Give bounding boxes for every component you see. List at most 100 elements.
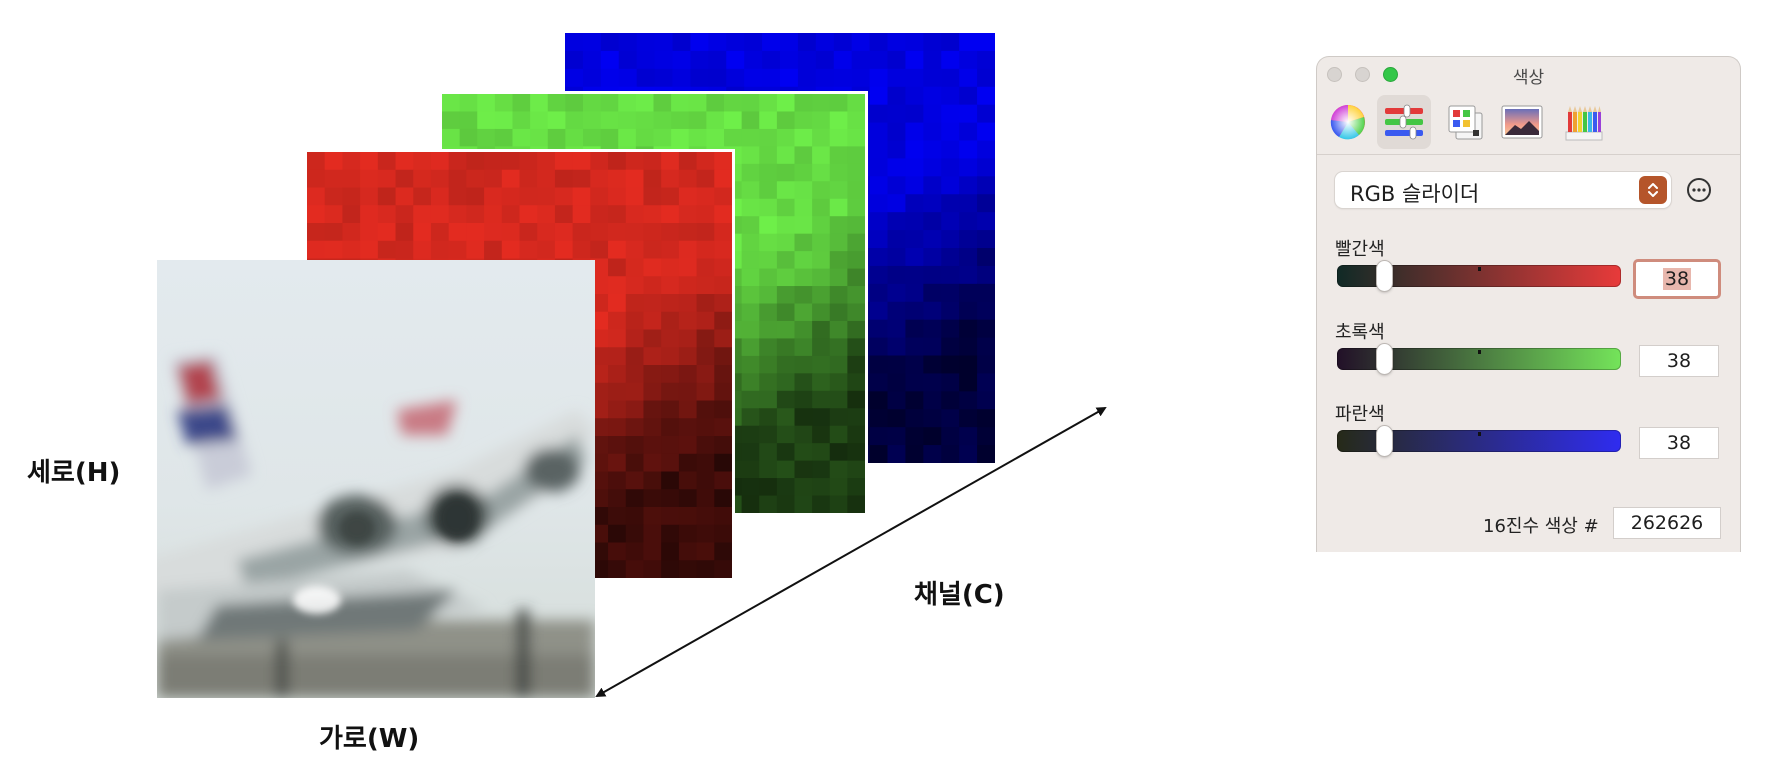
red-slider-knob[interactable] bbox=[1377, 261, 1392, 291]
pixel-cell bbox=[959, 176, 978, 195]
pixel-cell bbox=[625, 329, 645, 348]
pixel-cell bbox=[869, 265, 889, 285]
pixel-cell bbox=[714, 187, 732, 206]
pixel-cell bbox=[887, 68, 907, 88]
pixel-cell bbox=[413, 240, 432, 260]
channel-axis-label: 채널(C) bbox=[914, 580, 1005, 610]
pixel-cell bbox=[744, 33, 763, 52]
pixel-cell bbox=[635, 94, 655, 113]
blue-value-field[interactable]: 38 bbox=[1639, 427, 1719, 459]
red-slider-track[interactable] bbox=[1337, 261, 1621, 291]
pixel-cell bbox=[776, 146, 796, 165]
pixel-cell bbox=[905, 122, 924, 142]
pixel-cell bbox=[741, 286, 760, 305]
pixel-cell bbox=[643, 311, 662, 331]
pixel-cell bbox=[547, 111, 566, 130]
pixel-cell bbox=[776, 303, 796, 322]
pixel-cell bbox=[583, 111, 602, 130]
close-button[interactable] bbox=[1327, 67, 1342, 82]
pixel-cell bbox=[572, 187, 591, 206]
pixel-cell bbox=[608, 311, 627, 331]
pixel-cell bbox=[829, 146, 848, 165]
pixel-cell bbox=[377, 240, 397, 260]
pixel-cell bbox=[608, 205, 627, 224]
pixel-cell bbox=[869, 319, 889, 339]
pixel-cell bbox=[688, 111, 707, 130]
pixel-cell bbox=[759, 181, 778, 200]
color-sliders-tab[interactable] bbox=[1377, 95, 1431, 149]
pixel-cell bbox=[851, 68, 871, 88]
pixel-cell bbox=[847, 286, 865, 305]
pixel-cell bbox=[741, 163, 760, 182]
pixel-cell bbox=[812, 146, 831, 165]
pixel-cell bbox=[494, 94, 514, 113]
color-wheel-tab[interactable] bbox=[1321, 95, 1375, 149]
pixel-cell bbox=[708, 68, 727, 88]
pixel-cell bbox=[923, 337, 942, 357]
blue-slider-knob[interactable] bbox=[1377, 426, 1392, 456]
pixel-cell bbox=[812, 233, 831, 252]
pixel-cell bbox=[643, 258, 662, 277]
more-options-button[interactable] bbox=[1687, 178, 1711, 202]
pixel-cell bbox=[413, 205, 432, 224]
pixel-cell bbox=[923, 391, 942, 410]
pixel-cell bbox=[625, 240, 645, 260]
pixel-cell bbox=[636, 33, 656, 52]
green-slider-track[interactable] bbox=[1337, 344, 1621, 374]
hex-color-field[interactable]: 262626 bbox=[1613, 507, 1721, 539]
pixel-cell bbox=[448, 240, 467, 260]
pixel-cell bbox=[696, 329, 715, 348]
pixel-cell bbox=[977, 68, 995, 88]
pixel-cell bbox=[887, 158, 907, 177]
pixel-cell bbox=[477, 94, 496, 113]
pixel-cell bbox=[466, 152, 485, 171]
pixel-cell bbox=[678, 365, 698, 384]
zoom-button[interactable] bbox=[1383, 67, 1398, 82]
pixel-cell bbox=[829, 233, 848, 252]
pixel-cell bbox=[869, 337, 889, 357]
pixel-cell bbox=[869, 301, 889, 321]
pixel-cell bbox=[941, 68, 960, 88]
airplane-photo bbox=[157, 260, 595, 698]
pixel-cell bbox=[661, 240, 680, 260]
pixel-cell bbox=[776, 198, 796, 217]
pixel-cell bbox=[905, 337, 924, 357]
pixel-cell bbox=[708, 33, 727, 52]
pencils-tab[interactable] bbox=[1557, 95, 1611, 149]
pixel-cell bbox=[501, 223, 521, 242]
pixel-cell bbox=[547, 128, 566, 147]
pixel-cell bbox=[696, 152, 715, 171]
pixel-cell bbox=[776, 251, 796, 270]
green-value-field[interactable]: 38 bbox=[1639, 345, 1719, 377]
pixel-cell bbox=[847, 233, 865, 252]
pixel-cell bbox=[672, 33, 692, 52]
pixel-cell bbox=[847, 128, 865, 147]
pixel-cell bbox=[977, 230, 995, 249]
slider-mode-dropdown[interactable]: RGB 슬라이더 bbox=[1335, 172, 1671, 208]
pixel-cell bbox=[600, 33, 620, 52]
color-palettes-tab[interactable] bbox=[1439, 95, 1493, 149]
pixel-cell bbox=[608, 169, 627, 189]
pixel-cell bbox=[959, 194, 978, 213]
pixel-cell bbox=[812, 268, 831, 287]
pixel-cell bbox=[759, 286, 778, 305]
pixel-cell bbox=[395, 240, 414, 260]
pixel-cell bbox=[618, 33, 638, 52]
pixel-cell bbox=[923, 86, 942, 106]
pixel-cell bbox=[342, 223, 361, 242]
pixel-cell bbox=[847, 251, 865, 270]
pixel-cell bbox=[829, 181, 848, 200]
pixel-cell bbox=[829, 338, 848, 357]
pixel-cell bbox=[600, 50, 620, 70]
red-value-field[interactable]: 38 bbox=[1633, 259, 1721, 299]
pixel-cell bbox=[643, 169, 662, 189]
pixel-cell bbox=[887, 337, 907, 357]
blue-slider-track[interactable] bbox=[1337, 426, 1621, 456]
image-palettes-tab[interactable] bbox=[1495, 95, 1549, 149]
pixel-cell bbox=[726, 50, 745, 70]
green-slider-knob[interactable] bbox=[1377, 344, 1392, 374]
pixel-cell bbox=[484, 205, 503, 224]
pixel-cell bbox=[625, 276, 645, 295]
pixel-cell bbox=[959, 122, 978, 142]
minimize-button[interactable] bbox=[1355, 67, 1370, 82]
